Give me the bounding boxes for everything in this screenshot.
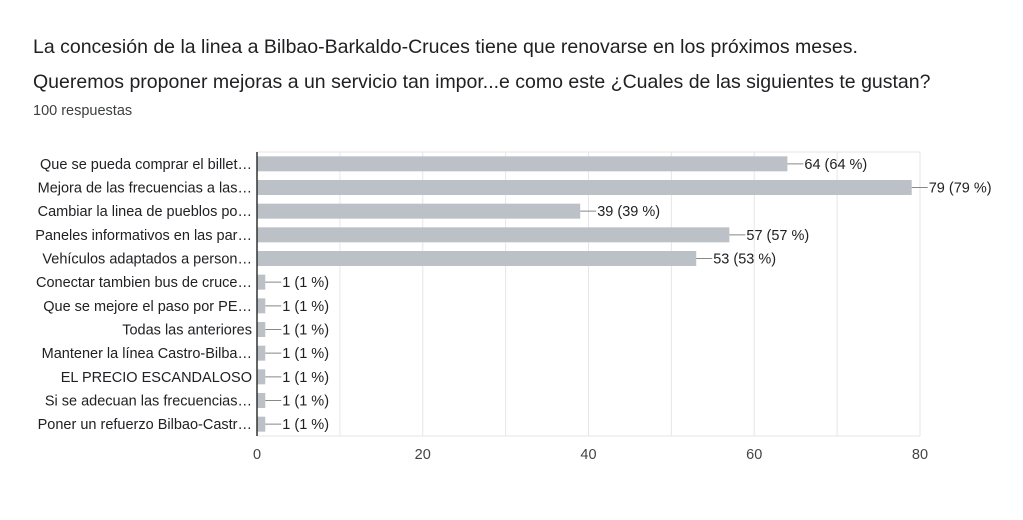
x-tick-label: 0 [253,447,261,463]
data-label: 1 (1 %) [282,275,329,291]
category-label: Mantener la línea Castro-Bilba… [42,346,252,362]
category-label: Paneles informativos en las par… [35,228,252,244]
category-label: Conectar tambien bus de cruce… [36,275,252,291]
bar [257,274,266,290]
bar [257,227,730,243]
data-label: 1 (1 %) [282,370,329,386]
x-tick-label: 60 [746,447,762,463]
category-label: Todas las anteriores [122,323,252,339]
data-label: 39 (39 %) [597,204,660,220]
bar [257,156,788,172]
category-label: Vehículos adaptados a person… [42,252,252,268]
x-tick-label: 40 [580,447,596,463]
data-label: 79 (79 %) [929,181,992,197]
x-tick-label: 80 [912,447,928,463]
category-label: Si se adecuan las frecuencias… [45,394,252,410]
data-label: 1 (1 %) [282,299,329,315]
bar [257,322,266,337]
data-label: 64 (64 %) [804,157,867,173]
data-label: 1 (1 %) [282,346,329,362]
chart-title-line-1: La concesión de la linea a Bilbao-Barkal… [33,36,858,58]
bar [257,416,266,432]
data-label: 1 (1 %) [282,323,329,339]
data-label: 57 (57 %) [746,228,809,244]
bar [257,203,581,219]
data-label: 1 (1 %) [282,417,329,433]
category-label: Que se mejore el paso por PE… [43,299,252,315]
category-label: Cambiar la linea de pueblos po… [38,204,252,220]
category-label: Mejora de las frecuencias a las… [38,181,252,197]
bar [257,345,266,361]
category-label: EL PRECIO ESCANDALOSO [61,370,252,386]
data-label: 53 (53 %) [713,252,776,268]
bar [257,393,266,408]
chart-title-line-2: Queremos proponer mejoras a un servicio … [33,71,931,93]
data-label: 1 (1 %) [282,394,329,410]
bar [257,369,266,385]
category-label: Poner un refuerzo Bilbao-Castr… [38,417,252,433]
category-label: Que se pueda comprar el billet… [40,157,252,173]
bar [257,251,697,266]
bar [257,180,912,195]
x-tick-label: 20 [415,447,431,463]
response-count: 100 respuestas [33,103,133,119]
bar [257,298,266,314]
